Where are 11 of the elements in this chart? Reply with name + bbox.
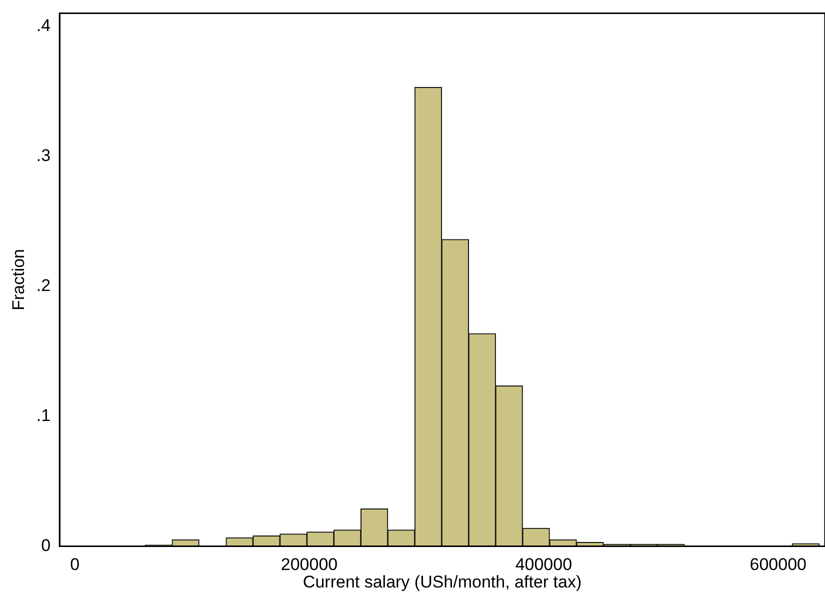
y-tick-label: .1 — [36, 406, 51, 425]
x-tick-label: 400000 — [515, 555, 572, 574]
y-tick-label: .3 — [36, 146, 51, 165]
x-tick-label: 0 — [70, 555, 80, 574]
x-tick-label: 600000 — [750, 555, 806, 574]
x-axis-title: Current salary (USh/month, after tax) — [302, 572, 582, 592]
y-tick-label: 0 — [41, 536, 51, 555]
y-tick-label: .2 — [36, 276, 51, 295]
x-tick-label: 200000 — [280, 555, 338, 574]
y-axis-title: Fraction — [8, 248, 28, 310]
y-tick-label: .4 — [36, 16, 51, 35]
